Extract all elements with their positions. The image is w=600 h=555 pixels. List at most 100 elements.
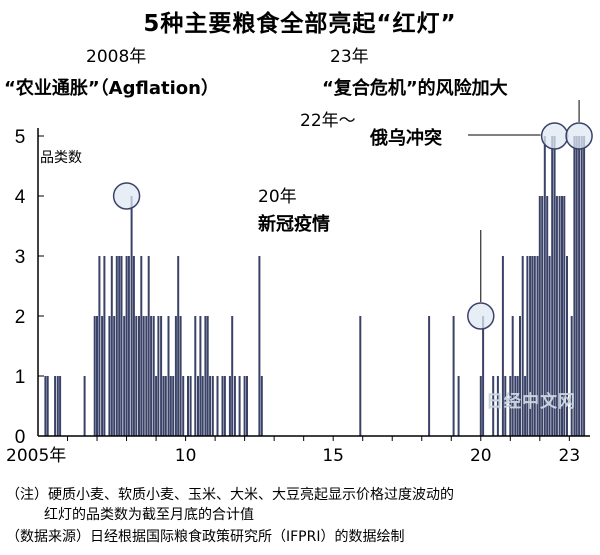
bar — [514, 376, 517, 436]
bar — [511, 316, 514, 436]
bar — [177, 256, 180, 436]
highlight-markers — [112, 122, 593, 330]
bar — [56, 376, 59, 436]
highlight-marker — [540, 122, 569, 150]
bar — [223, 376, 226, 436]
bar — [566, 256, 568, 436]
bar — [197, 376, 199, 436]
bar — [125, 256, 128, 436]
x-tick-label: 20 — [470, 446, 492, 466]
annotation-connectors — [468, 100, 580, 302]
bar — [260, 376, 263, 436]
bar — [583, 136, 586, 436]
bar — [54, 376, 57, 436]
bar — [194, 316, 197, 436]
bar — [526, 256, 529, 436]
y-tick-label: 2 — [15, 307, 26, 328]
bar — [142, 316, 145, 436]
bar — [115, 256, 118, 436]
bar — [160, 316, 163, 436]
bar — [132, 256, 135, 436]
bar — [150, 316, 153, 436]
bar — [216, 376, 219, 436]
bar — [46, 376, 49, 436]
bar — [521, 256, 524, 436]
x-tick-label: 15 — [322, 446, 344, 466]
bar — [519, 316, 521, 436]
annotation-2023-year: 23年 — [330, 47, 369, 67]
bar — [113, 316, 116, 436]
bar — [211, 376, 214, 436]
bar — [555, 196, 558, 436]
bar — [206, 316, 209, 436]
bar — [496, 376, 499, 436]
annotation-2022-year: 22年～ — [300, 111, 356, 131]
y-tick-label: 0 — [15, 427, 26, 448]
bar — [59, 376, 62, 436]
x-tick-label: 23 — [559, 446, 581, 466]
bar — [155, 376, 158, 436]
bar — [157, 316, 160, 436]
bar — [541, 196, 544, 436]
bar — [201, 376, 204, 436]
annotation-2022-text: 俄乌冲突 — [370, 128, 442, 149]
y-tick-label: 4 — [15, 187, 26, 208]
x-tick-label: 2005年 — [6, 446, 66, 466]
highlight-marker — [565, 122, 593, 150]
x-tick-label: 10 — [175, 446, 197, 466]
y-tick-label: 5 — [15, 127, 26, 148]
bar — [524, 376, 527, 436]
bar — [101, 316, 104, 436]
bar — [504, 376, 507, 436]
bar — [563, 196, 566, 436]
bar — [44, 376, 47, 436]
bar — [551, 136, 554, 436]
source-note: （数据来源）日经根据国际粮食政策研究所（IFPRI）的数据绘制 — [6, 529, 405, 545]
bar — [164, 376, 167, 436]
bar — [140, 256, 143, 436]
bar — [457, 376, 460, 436]
bar — [578, 136, 581, 436]
bar — [573, 136, 576, 436]
bar — [103, 256, 106, 436]
bar — [221, 376, 224, 436]
bar — [162, 376, 165, 436]
bar — [167, 316, 170, 436]
bar — [561, 196, 563, 436]
y-tick-label: 3 — [15, 247, 26, 268]
bar — [123, 316, 126, 436]
chart-axes — [37, 128, 590, 437]
bar — [228, 376, 231, 436]
bar — [130, 196, 133, 436]
bar — [553, 136, 556, 436]
bar — [533, 256, 536, 436]
bar — [108, 316, 111, 436]
annotation-2008-year: 2008年 — [86, 47, 147, 67]
bar — [135, 316, 138, 436]
bar — [529, 256, 532, 436]
bar — [238, 376, 241, 436]
x-ticks: 2005年 10 15 20 23 — [6, 436, 580, 466]
highlight-marker — [467, 302, 495, 330]
bar — [482, 316, 485, 436]
annotation-2008-text: “农业通胀”（Agflation） — [4, 78, 219, 99]
bar — [501, 256, 504, 436]
bar — [509, 376, 512, 436]
annotation-2023-text: “复合危机”的风险加大 — [322, 78, 508, 99]
y-ticks: 0 1 2 3 4 5 — [15, 127, 44, 448]
bar — [452, 316, 455, 436]
bar — [516, 376, 519, 436]
bar — [479, 376, 482, 436]
bar — [558, 196, 561, 436]
highlight-marker — [112, 182, 141, 210]
bar — [580, 136, 583, 436]
bar — [187, 376, 189, 436]
bar — [258, 256, 261, 436]
watermark-logo: 日经中文网 — [486, 392, 576, 412]
bar — [204, 316, 207, 436]
annotation-2020-year: 20年 — [258, 187, 297, 207]
bar — [543, 136, 546, 436]
bar — [492, 376, 495, 436]
bar — [182, 376, 185, 436]
